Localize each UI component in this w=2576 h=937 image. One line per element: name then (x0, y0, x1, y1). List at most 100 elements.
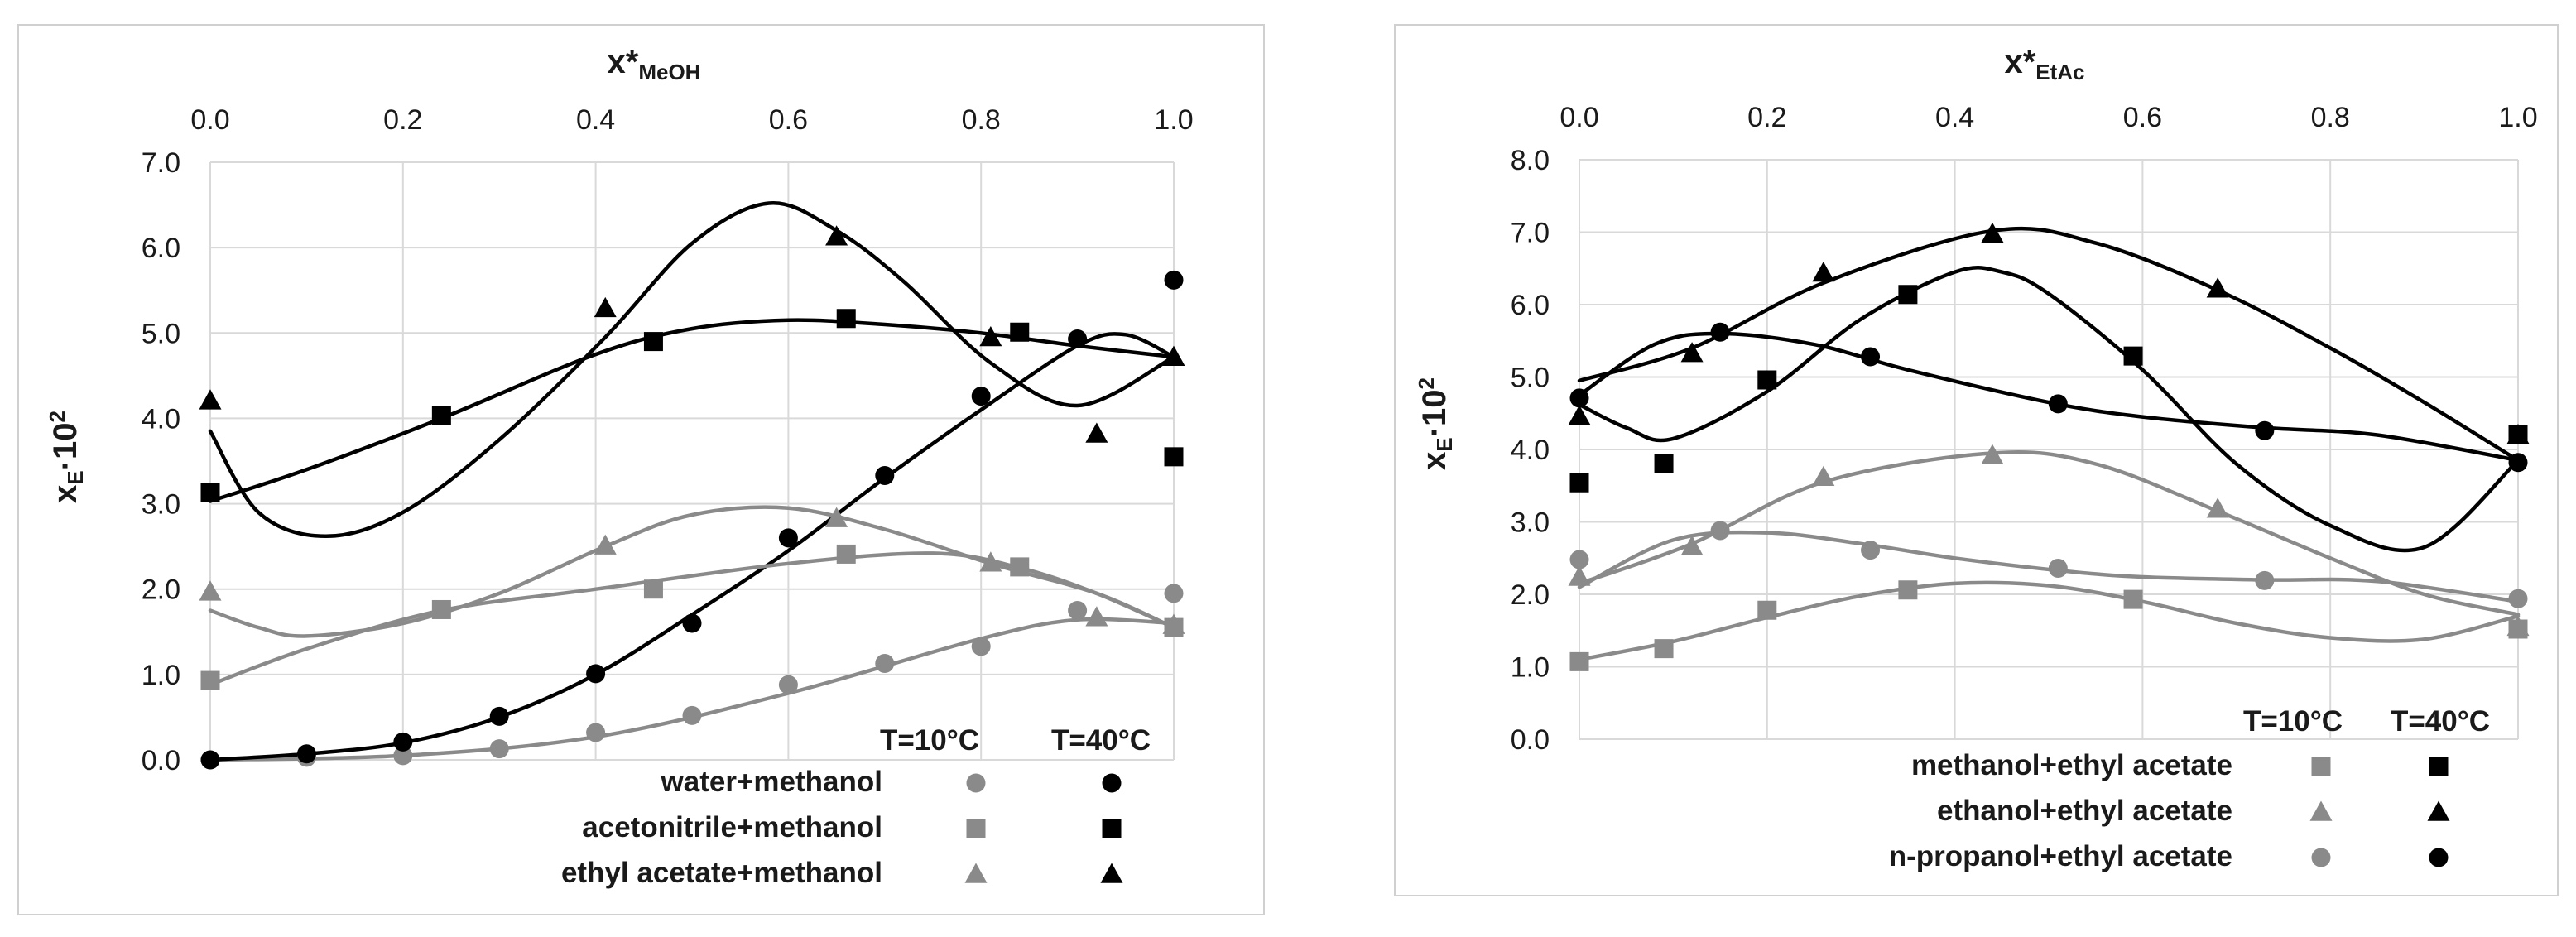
data-point-circle (1068, 329, 1088, 349)
data-point-circle (2255, 420, 2275, 440)
y-tick-label: 0.0 (1511, 724, 1550, 756)
data-point-square (1010, 557, 1030, 577)
data-point-triangle (199, 580, 222, 601)
data-point-circle (682, 705, 702, 725)
legend-label-acetonitrile-methanol: acetonitrile+methanol (582, 811, 882, 843)
y-tick-label: 7.0 (142, 147, 180, 179)
y-axis-title-mid-1: ·10 (47, 423, 84, 471)
data-point-triangle (1162, 345, 1185, 366)
data-point-square (1164, 447, 1184, 467)
legend-header-10c-1: T=10°C (880, 724, 979, 757)
data-point-circle (1710, 521, 1730, 541)
legend-marker-10c-circle (2311, 848, 2331, 867)
data-point-circle (1068, 601, 1088, 620)
legend-marker-10c-circle (966, 773, 986, 793)
data-point-square (836, 544, 856, 564)
data-point-circle (2508, 589, 2528, 608)
chart-frame-1 (17, 24, 1265, 915)
ticks-2: 0.0 0.2 0.4 0.6 0.8 1.0 0.0 1.0 2.0 3.0 4.0 5.0 6.0 7… (1511, 102, 2538, 756)
fit-line (1577, 331, 2521, 463)
y-tick-label: 5.0 (1511, 363, 1550, 394)
y-tick-label: 1.0 (1511, 652, 1550, 684)
data-point-triangle (1680, 342, 1704, 363)
chart-frame-2 (1394, 24, 2559, 896)
legend-label-ethanol-ethyl-acetate: ethanol+ethyl acetate (1937, 795, 2232, 827)
data-point-square (643, 332, 663, 352)
data-point-triangle (594, 296, 617, 318)
data-point-circle (2255, 570, 2275, 590)
data-point-square (1898, 580, 1918, 600)
y-axis-title-main-1: x (47, 485, 84, 503)
y-axis-title-sup-2: 2 (1414, 377, 1439, 389)
data-point-triangle (1568, 405, 1591, 425)
y-tick-label: 4.0 (1511, 435, 1550, 466)
data-point-square (2123, 589, 2143, 609)
data-point-circle (1710, 322, 1730, 342)
fit-line (1577, 580, 2521, 662)
y-tick-label: 7.0 (1511, 218, 1550, 249)
data-point-circle (778, 675, 798, 694)
legend-label-water-methanol: water+methanol (661, 766, 882, 798)
legend-2: T=10°C T=40°C methanol+ethyl acetate eth… (1889, 705, 2490, 872)
x-axis-title-2: x*EtAc (2004, 44, 2084, 84)
x-axis-title-sub-2: EtAc (2035, 60, 2084, 84)
data-point-square (1654, 454, 1674, 473)
data-point-circle (1569, 550, 1589, 569)
x-tick-label: 0.4 (1935, 102, 1974, 133)
y-axis-title-mid-2: ·10 (1416, 390, 1453, 438)
legend-header-40c-2: T=40°C (2391, 705, 2490, 738)
legend-marker-10c-triangle (964, 863, 988, 883)
y-tick-label: 3.0 (1511, 507, 1550, 539)
data-point-triangle (825, 225, 848, 246)
chart-panel-1: 0.0 0.2 0.4 0.6 0.8 1.0 0.0 1.0 2.0 3.0 4.0 5.0 6.0 7… (17, 24, 1265, 915)
legend-markers-1 (964, 773, 1123, 883)
data-point-triangle (1981, 222, 2004, 243)
legend-1: T=10°C T=40°C water+methanol acetonitril… (561, 724, 1151, 889)
y-tick-label: 6.0 (1511, 290, 1550, 321)
x-tick-label: 0.0 (1560, 102, 1598, 133)
x-tick-label: 0.2 (1747, 102, 1786, 133)
y-tick-label: 2.0 (142, 574, 180, 606)
data-point-triangle (594, 534, 617, 555)
fit-line (208, 201, 1176, 539)
legend-markers-2 (2309, 757, 2450, 867)
data-point-triangle (2206, 497, 2229, 518)
data-point-triangle (199, 389, 222, 410)
legend-marker-40c-triangle (1100, 863, 1123, 883)
legend-marker-10c-square (966, 819, 986, 838)
data-point-triangle (2506, 615, 2530, 637)
data-point-circle (1861, 541, 1881, 560)
y-axis-title-sub-2: E (1432, 437, 1457, 451)
x-tick-label: 0.2 (383, 104, 422, 136)
data-point-triangle (1812, 465, 1835, 487)
x-tick-label: 0.6 (2123, 102, 2162, 133)
markers-2 (1568, 222, 2530, 671)
data-point-square (200, 483, 220, 502)
data-point-circle (971, 387, 991, 406)
x-tick-label: 0.4 (576, 104, 615, 136)
data-point-triangle (979, 325, 1002, 347)
data-point-circle (200, 750, 220, 770)
y-axis-title-2: xE·102 (1414, 377, 1457, 470)
data-point-circle (2048, 394, 2068, 414)
legend-label-n-propanol-ethyl-acetate: n-propanol+ethyl acetate (1889, 840, 2232, 872)
data-point-square (836, 309, 856, 329)
chart-panel-2: 0.0 0.2 0.4 0.6 0.8 1.0 0.0 1.0 2.0 3.0 4.0 5.0 6.0 7… (1394, 24, 2559, 896)
legend-marker-40c-circle (1102, 773, 1122, 793)
x-axis-title-main-1: x* (608, 44, 639, 80)
data-point-circle (1569, 388, 1589, 408)
data-point-triangle (1812, 262, 1835, 282)
data-point-circle (875, 466, 895, 486)
data-point-circle (971, 637, 991, 656)
x-tick-label: 0.0 (190, 104, 229, 136)
data-point-circle (296, 744, 316, 764)
legend-marker-40c-square (2429, 757, 2449, 776)
y-tick-label: 4.0 (142, 403, 180, 435)
y-tick-label: 0.0 (142, 745, 180, 776)
x-tick-label: 1.0 (2498, 102, 2537, 133)
fit-line (1577, 226, 2521, 463)
ticks-1: 0.0 0.2 0.4 0.6 0.8 1.0 0.0 1.0 2.0 3.0 4.0 5.0 6.0 7… (142, 104, 1194, 776)
legend-label-methanol-ethyl-acetate: methanol+ethyl acetate (1911, 749, 2232, 781)
data-point-circle (1164, 270, 1184, 290)
data-point-circle (586, 723, 606, 742)
